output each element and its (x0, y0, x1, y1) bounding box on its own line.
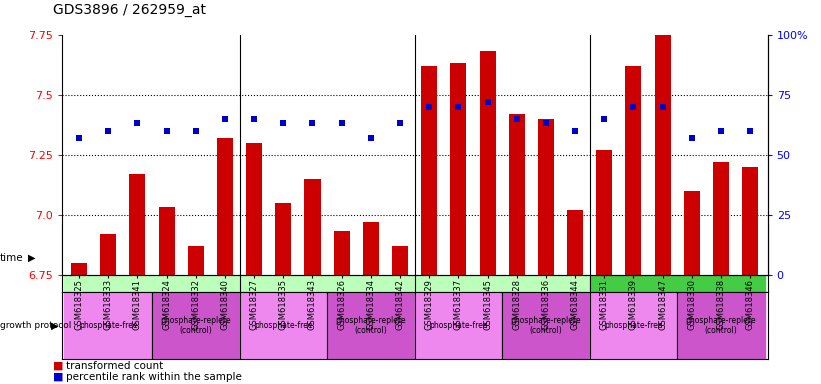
Point (218, 116, 232, 122)
Bar (684, 190, 699, 275)
Text: time: time (0, 253, 24, 263)
Point (568, 127, 581, 134)
Point (131, 120, 144, 126)
Point (423, 104, 436, 110)
Text: ▶: ▶ (51, 320, 58, 331)
Point (102, 127, 115, 134)
Text: GDS3896 / 262959_at: GDS3896 / 262959_at (53, 3, 206, 17)
Text: 24 hour: 24 hour (655, 253, 699, 263)
Text: phosphate-free: phosphate-free (254, 321, 313, 330)
Point (452, 104, 465, 110)
Bar (451, 63, 466, 275)
Text: phosphate-free: phosphate-free (604, 321, 663, 330)
Text: 0 hour: 0 hour (134, 253, 170, 263)
Text: ▶: ▶ (28, 253, 35, 263)
Point (656, 104, 669, 110)
Text: transformed count: transformed count (66, 361, 163, 371)
Bar (567, 210, 583, 275)
Point (160, 127, 173, 134)
Point (744, 127, 757, 134)
Text: ■: ■ (53, 361, 64, 371)
Text: ■: ■ (53, 372, 64, 382)
Bar (71, 263, 87, 275)
Bar (626, 66, 641, 275)
Point (598, 116, 611, 122)
Point (277, 120, 290, 126)
Bar (654, 23, 671, 275)
Point (306, 120, 319, 126)
Point (481, 99, 494, 105)
Bar (509, 114, 525, 275)
Point (393, 120, 406, 126)
Text: percentile rank within the sample: percentile rank within the sample (66, 372, 241, 382)
Point (189, 127, 202, 134)
Text: 6 hour: 6 hour (484, 253, 521, 263)
Text: phosphate-replete
(control): phosphate-replete (control) (511, 316, 581, 335)
Bar (392, 246, 408, 275)
Bar (246, 142, 262, 275)
Point (539, 120, 553, 126)
Bar (596, 150, 612, 275)
Point (248, 116, 261, 122)
Bar (305, 179, 320, 275)
Text: phosphate-free: phosphate-free (79, 321, 137, 330)
Bar (421, 66, 438, 275)
Bar (538, 119, 554, 275)
Bar (333, 232, 350, 275)
Point (510, 116, 523, 122)
Point (627, 104, 640, 110)
Bar (130, 174, 145, 275)
Text: phosphate-free: phosphate-free (429, 321, 488, 330)
Text: phosphate-replete
(control): phosphate-replete (control) (336, 316, 406, 335)
Text: phosphate-replete
(control): phosphate-replete (control) (686, 316, 756, 335)
Bar (363, 222, 378, 275)
Point (335, 120, 348, 126)
Point (714, 127, 727, 134)
Bar (188, 246, 204, 275)
Text: 1 hour: 1 hour (309, 253, 345, 263)
Bar (275, 203, 291, 275)
Bar (742, 167, 758, 275)
Point (365, 135, 378, 141)
Bar (217, 138, 233, 275)
Bar (158, 207, 175, 275)
Bar (479, 51, 496, 275)
Point (686, 135, 699, 141)
Point (72, 135, 85, 141)
Text: phosphate-replete
(control): phosphate-replete (control) (160, 316, 231, 335)
Bar (100, 234, 117, 275)
Text: growth protocol: growth protocol (0, 321, 71, 330)
Bar (713, 162, 729, 275)
